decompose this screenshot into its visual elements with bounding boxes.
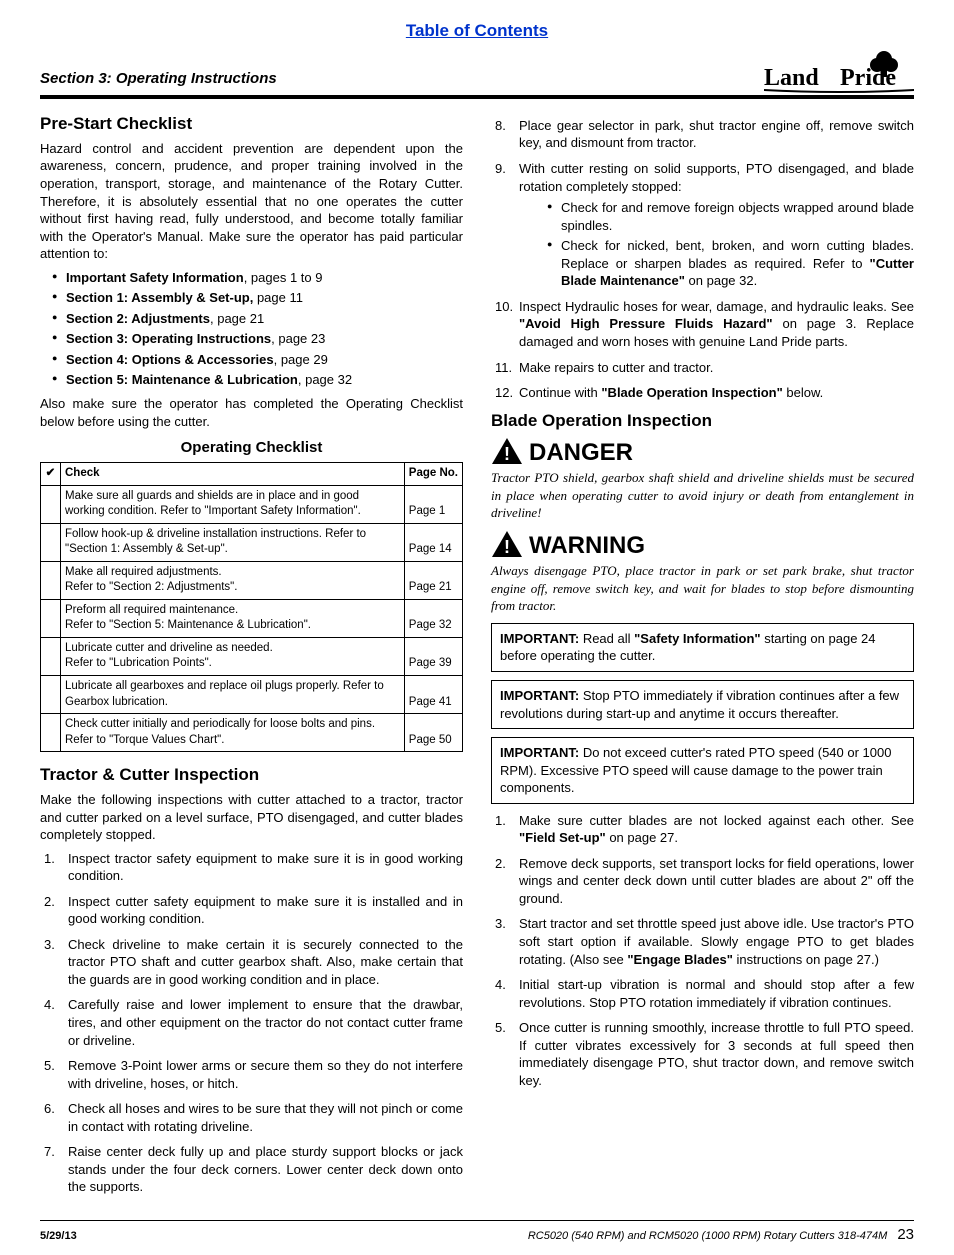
svg-text:!: ! (504, 537, 510, 557)
prestart-bullet: Section 3: Operating Instructions, page … (54, 330, 463, 348)
heading-prestart: Pre-Start Checklist (40, 113, 463, 136)
warning-icon: ! (491, 530, 523, 563)
inspection-item: Make sure cutter blades are not locked a… (491, 812, 914, 847)
important-box-3: IMPORTANT: Do not exceed cutter's rated … (491, 737, 914, 804)
prestart-intro: Hazard control and accident prevention a… (40, 140, 463, 263)
checklist-row: Make sure all guards and shields are in … (41, 485, 463, 523)
page-header: Section 3: Operating Instructions Land P… (40, 49, 914, 93)
inspection-subitem: Check for and remove foreign objects wra… (549, 199, 914, 234)
checklist-row: Follow hook-up & driveline installation … (41, 523, 463, 561)
section-label: Section 3: Operating Instructions (40, 69, 277, 93)
danger-header: ! DANGER (491, 437, 914, 470)
checklist-table: ✔ Check Page No. Make sure all guards an… (40, 462, 463, 752)
inspection-item: Carefully raise and lower implement to e… (40, 996, 463, 1049)
svg-text:!: ! (504, 444, 510, 464)
inspection-item: Remove deck supports, set transport lock… (491, 855, 914, 908)
checklist-title: Operating Checklist (40, 438, 463, 458)
inspection-item: Make repairs to cutter and tractor. (491, 359, 914, 377)
danger-text: Tractor PTO shield, gearbox shaft shield… (491, 469, 914, 522)
inspection-item: With cutter resting on solid supports, P… (491, 160, 914, 290)
inspection-intro: Make the following inspections with cutt… (40, 791, 463, 844)
prestart-bullet: Section 4: Options & Accessories, page 2… (54, 351, 463, 369)
inspection-item: Place gear selector in park, shut tracto… (491, 117, 914, 152)
th-check-item: Check (61, 463, 405, 486)
prestart-bullet: Important Safety Information, pages 1 to… (54, 269, 463, 287)
svg-text:Pride: Pride (840, 65, 896, 91)
checklist-row: Lubricate cutter and driveline as needed… (41, 637, 463, 675)
inspection-item: Check all hoses and wires to be sure tha… (40, 1100, 463, 1135)
warning-text: Always disengage PTO, place tractor in p… (491, 562, 914, 615)
heading-blade-inspection: Blade Operation Inspection (491, 410, 914, 433)
inspection-item: Raise center deck fully up and place stu… (40, 1143, 463, 1196)
inspection-item: Start tractor and set throttle speed jus… (491, 915, 914, 968)
checklist-row: Lubricate all gearboxes and replace oil … (41, 676, 463, 714)
footer-date: 5/29/13 (40, 1229, 77, 1244)
checklist-row: Check cutter initially and periodically … (41, 714, 463, 752)
checklist-row: Make all required adjustments. Refer to … (41, 561, 463, 599)
left-column: Pre-Start Checklist Hazard control and a… (40, 113, 463, 1204)
important-box-2: IMPORTANT: Stop PTO immediately if vibra… (491, 680, 914, 729)
inspection-item: Continue with "Blade Operation Inspectio… (491, 384, 914, 402)
header-rule (40, 95, 914, 99)
prestart-bullet: Section 2: Adjustments, page 21 (54, 310, 463, 328)
inspection-item: Inspect cutter safety equipment to make … (40, 893, 463, 928)
inspection-item: Inspect Hydraulic hoses for wear, damage… (491, 298, 914, 351)
important-box-1: IMPORTANT: Read all "Safety Information"… (491, 623, 914, 672)
prestart-bullet: Section 1: Assembly & Set-up, page 11 (54, 289, 463, 307)
inspection-list-cont: Place gear selector in park, shut tracto… (491, 117, 914, 402)
warning-word: WARNING (529, 530, 645, 562)
right-column: Place gear selector in park, shut tracto… (491, 113, 914, 1204)
brand-logo: Land Pride (764, 49, 914, 93)
footer-title: RC5020 (540 RPM) and RCM5020 (1000 RPM) … (528, 1225, 914, 1245)
toc-link[interactable]: Table of Contents (40, 20, 914, 43)
inspection-subitem: Check for nicked, bent, broken, and worn… (549, 237, 914, 290)
inspection-item: Inspect tractor safety equipment to make… (40, 850, 463, 885)
danger-icon: ! (491, 437, 523, 470)
prestart-bullet: Section 5: Maintenance & Lubrication, pa… (54, 371, 463, 389)
blade-inspection-list: Make sure cutter blades are not locked a… (491, 812, 914, 1090)
svg-text:Land: Land (764, 65, 819, 91)
inspection-item: Check driveline to make certain it is se… (40, 936, 463, 989)
inspection-list: Inspect tractor safety equipment to make… (40, 850, 463, 1196)
inspection-item: Initial start-up vibration is normal and… (491, 976, 914, 1011)
inspection-item: Remove 3-Point lower arms or secure them… (40, 1057, 463, 1092)
page-footer: 5/29/13 RC5020 (540 RPM) and RCM5020 (10… (40, 1220, 914, 1245)
th-check-mark: ✔ (41, 463, 61, 486)
heading-inspection: Tractor & Cutter Inspection (40, 764, 463, 787)
prestart-after: Also make sure the operator has complete… (40, 395, 463, 430)
inspection-item: Once cutter is running smoothly, increas… (491, 1019, 914, 1089)
prestart-bullets: Important Safety Information, pages 1 to… (40, 269, 463, 389)
footer-page-number: 23 (897, 1226, 914, 1243)
danger-word: DANGER (529, 437, 633, 469)
th-page-no: Page No. (404, 463, 462, 486)
warning-header: ! WARNING (491, 530, 914, 563)
checklist-row: Preform all required maintenance. Refer … (41, 599, 463, 637)
